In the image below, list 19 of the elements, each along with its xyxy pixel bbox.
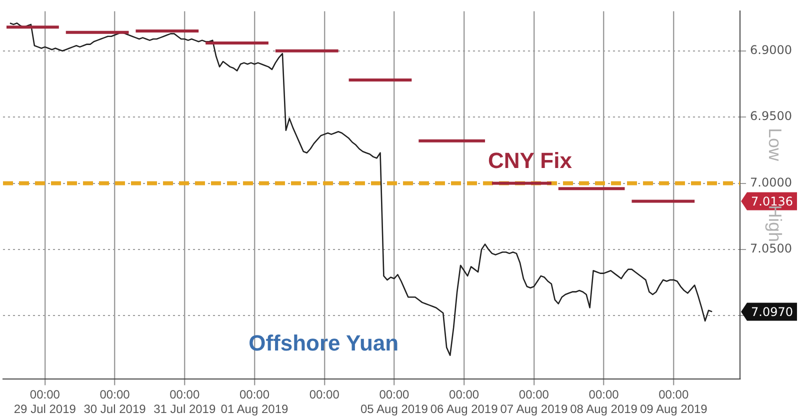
x-tick-label: 00:00 31 Jul 2019: [154, 388, 216, 416]
y-tick-label: 7.0500: [750, 242, 792, 256]
x-tick-label: 00:00 29 Jul 2019: [14, 388, 76, 416]
y-tick-label: 6.9500: [750, 109, 792, 124]
x-tick-label: 00:00 30 Jul 2019: [84, 388, 146, 416]
x-tick-label: 00:00 06 Aug 2019: [430, 388, 498, 416]
x-tick-label: 00:00 01 Aug 2019: [220, 388, 289, 416]
series-label: Offshore Yuan: [248, 330, 399, 356]
x-tick-label: 00:00 07 Aug 2019: [500, 388, 568, 416]
series-label: CNY Fix: [488, 148, 573, 174]
y-tick-label: 7.0000: [750, 175, 792, 190]
x-tick-label: 00:00 08 Aug 2019: [570, 388, 638, 416]
y-tick-label: 6.9000: [750, 43, 792, 58]
text: Low: [765, 128, 785, 161]
x-tick-label: 00:00 05 Aug 2019: [360, 388, 428, 416]
text: High: [765, 205, 785, 242]
x-tick-label: 00:00: [309, 388, 340, 402]
text: 7.0970: [751, 304, 794, 319]
x-tick-label: 00:00 09 Aug 2019: [640, 388, 708, 416]
